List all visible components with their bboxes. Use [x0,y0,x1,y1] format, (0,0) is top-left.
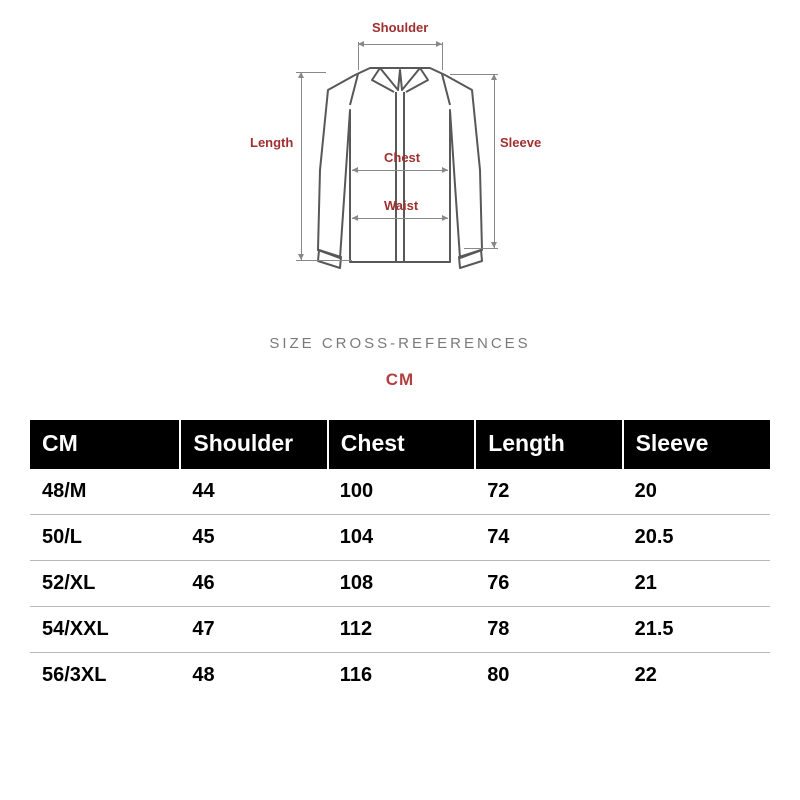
table-header-row: CM Shoulder Chest Length Sleeve [30,420,770,469]
cell-chest: 100 [328,469,475,515]
arrow [352,215,358,221]
col-header: Chest [328,420,475,469]
cell-sleeve: 20 [623,469,770,515]
arrow [491,74,497,80]
cell-chest: 108 [328,561,475,607]
col-header: Shoulder [180,420,327,469]
subtitle: SIZE CROSS-REFERENCES [0,335,800,352]
cell-chest: 116 [328,653,475,699]
arrow [436,41,442,47]
cell-shoulder: 45 [180,515,327,561]
cell-size: 52/XL [30,561,180,607]
table-row: 50/L 45 104 74 20.5 [30,515,770,561]
size-table: CM Shoulder Chest Length Sleeve 48/M 44 … [30,420,770,698]
cell-size: 50/L [30,515,180,561]
guide-line [301,72,302,260]
cell-length: 72 [475,469,622,515]
arrow [442,167,448,173]
label-length: Length [250,135,293,150]
guide-line [352,170,448,171]
shirt-measurement-diagram: Shoulder Length Sleeve Chest Waist [250,20,550,300]
unit-label: CM [0,370,800,390]
table-row: 56/3XL 48 116 80 22 [30,653,770,699]
cell-size: 56/3XL [30,653,180,699]
col-header: Sleeve [623,420,770,469]
cell-length: 74 [475,515,622,561]
cell-sleeve: 21 [623,561,770,607]
arrow [352,167,358,173]
arrow [358,41,364,47]
cell-length: 76 [475,561,622,607]
guide-line [358,44,442,45]
cell-shoulder: 44 [180,469,327,515]
label-sleeve: Sleeve [500,135,541,150]
cell-sleeve: 22 [623,653,770,699]
cell-size: 54/XXL [30,607,180,653]
cell-length: 78 [475,607,622,653]
cell-shoulder: 48 [180,653,327,699]
table-row: 54/XXL 47 112 78 21.5 [30,607,770,653]
guide-line [296,260,352,261]
cell-shoulder: 46 [180,561,327,607]
cell-chest: 112 [328,607,475,653]
label-waist: Waist [384,198,418,213]
cell-sleeve: 20.5 [623,515,770,561]
label-shoulder: Shoulder [372,20,428,35]
cell-chest: 104 [328,515,475,561]
table-row: 48/M 44 100 72 20 [30,469,770,515]
arrow [442,215,448,221]
guide-line [442,42,443,70]
arrow [298,254,304,260]
col-header: CM [30,420,180,469]
guide-line [464,248,498,249]
cell-length: 80 [475,653,622,699]
arrow [298,72,304,78]
label-chest: Chest [384,150,420,165]
guide-line [494,74,495,248]
cell-sleeve: 21.5 [623,607,770,653]
guide-line [352,218,448,219]
col-header: Length [475,420,622,469]
cell-shoulder: 47 [180,607,327,653]
cell-size: 48/M [30,469,180,515]
table-row: 52/XL 46 108 76 21 [30,561,770,607]
arrow [491,242,497,248]
